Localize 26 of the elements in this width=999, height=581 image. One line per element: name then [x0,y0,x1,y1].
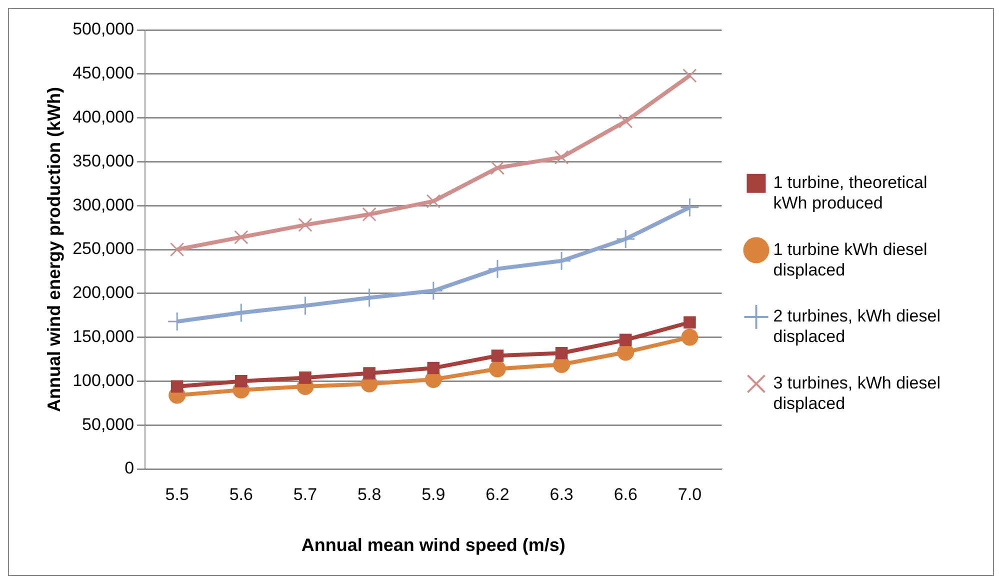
x-tick-label: 5.8 [358,484,382,504]
y-tick-label: 200,000 [72,283,134,302]
x-tick-label: 6.2 [486,484,510,504]
y-tick-label: 50,000 [82,414,134,434]
y-tick-label: 100,000 [72,370,134,390]
x-tick-label: 6.3 [550,484,574,504]
y-tick-label: 500,000 [72,20,134,39]
y-tick-label: 300,000 [72,195,134,214]
legend-label: 1 turbine, theoretical kWh produced [773,173,928,212]
legend-label: 3 turbines, kWh diesel displaced [773,373,940,413]
y-tick-label: 0 [124,458,134,478]
x-tick-label: 7.0 [678,484,702,504]
legend-label: 1 turbine kWh diesel displaced [773,240,928,280]
y-axis-title: Annual wind energy production (kWh) [44,87,64,412]
x-tick-label: 5.5 [165,484,189,504]
y-tick-label: 350,000 [72,151,134,170]
legend-label: 2 turbines, kWh diesel displaced [773,306,940,346]
x-tick-label: 5.7 [293,484,318,504]
y-tick-label: 450,000 [72,64,134,83]
y-tick-label: 400,000 [72,107,134,126]
x-tick-label: 5.6 [229,484,253,504]
x-axis-title: Annual mean wind speed (m/s) [301,535,566,556]
x-tick-label: 5.9 [422,484,446,504]
x-tick-label: 6.6 [614,484,638,504]
y-tick-label: 250,000 [72,239,134,258]
y-tick-label: 150,000 [72,326,134,346]
